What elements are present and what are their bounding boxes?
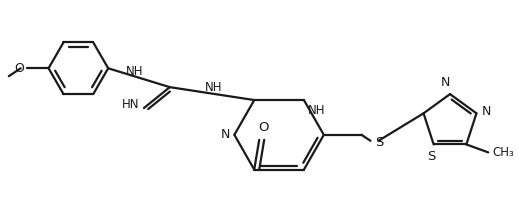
Text: N: N bbox=[440, 76, 450, 89]
Text: N: N bbox=[482, 105, 491, 118]
Text: S: S bbox=[375, 136, 384, 149]
Text: CH₃: CH₃ bbox=[492, 146, 514, 159]
Text: NH: NH bbox=[308, 104, 325, 117]
Text: NH: NH bbox=[126, 65, 144, 78]
Text: N: N bbox=[221, 128, 230, 141]
Text: HN: HN bbox=[121, 97, 139, 110]
Text: O: O bbox=[14, 62, 24, 75]
Text: O: O bbox=[258, 121, 268, 134]
Text: NH: NH bbox=[205, 81, 223, 94]
Text: S: S bbox=[428, 150, 436, 163]
